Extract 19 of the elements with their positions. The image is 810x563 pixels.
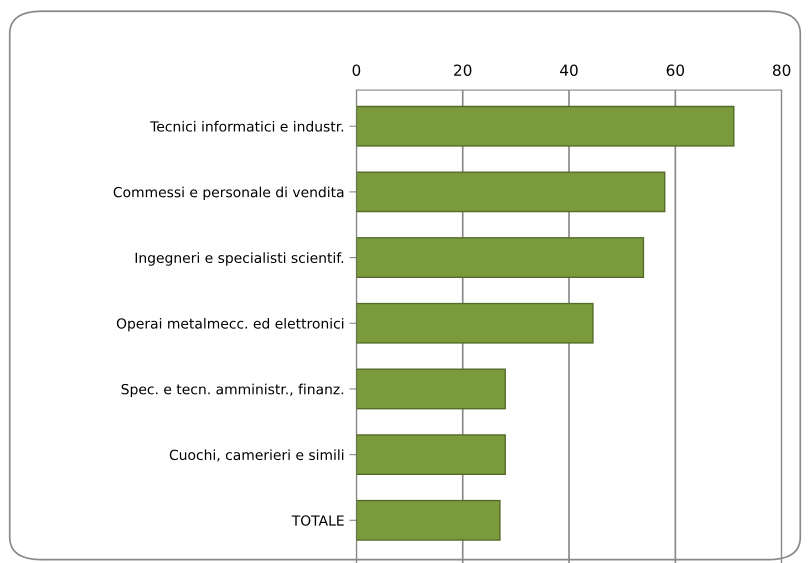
bar (356, 106, 735, 147)
bar (356, 302, 594, 344)
x-tick-label: 0 (352, 64, 360, 76)
bar (356, 500, 501, 541)
x-tick-label: 20 (454, 64, 472, 76)
x-tick-label: 60 (666, 64, 684, 76)
y-tick-label: Tecnici informatici e industr. (150, 120, 344, 132)
y-tick-label: TOTALE (292, 515, 344, 526)
y-tick-label: Commessi e personale di vendita (114, 186, 344, 200)
x-tick-label: 40 (560, 64, 578, 76)
bar (356, 171, 666, 212)
y-tick-label: Cuochi, camerieri e simili (170, 449, 344, 462)
bar (356, 434, 506, 476)
y-tick-label: Operai metalmecc. ed elettronici (116, 318, 344, 332)
bar (356, 237, 644, 278)
y-tick-label: Ingegneri e specialisti scientif. (136, 252, 344, 266)
y-tick-label: Spec. e tecn. amministr., finanz. (122, 384, 344, 398)
bar (356, 368, 506, 410)
x-tick-label: 80 (772, 64, 790, 76)
